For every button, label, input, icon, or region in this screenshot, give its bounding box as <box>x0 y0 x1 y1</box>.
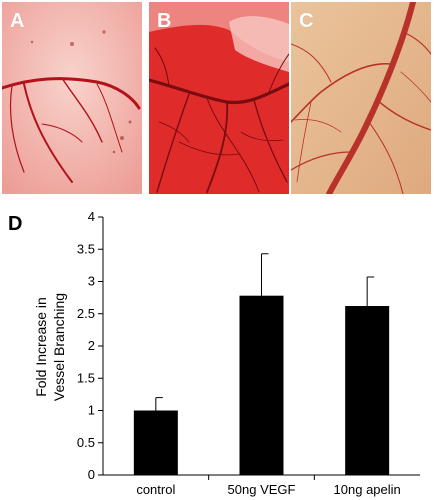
panel-letter-c: C <box>299 10 314 32</box>
x-tick-label: 50ng VEGF <box>228 482 296 497</box>
y-tick-label: 4 <box>88 209 95 224</box>
panel-a-image <box>2 2 142 194</box>
y-axis-label-line-1: Fold Increase in <box>33 297 49 397</box>
bar-chart: D Fold Increase in Vessel Branching 0 0.5… <box>8 209 420 497</box>
bar <box>345 306 390 475</box>
x-tick-label: control <box>136 482 175 497</box>
y-tick-label: 1 <box>88 403 95 418</box>
y-tick-label: 3.5 <box>77 241 95 256</box>
bars <box>133 253 390 475</box>
bar <box>133 410 178 475</box>
panel-b-image <box>149 2 289 194</box>
bar <box>239 295 284 475</box>
photo-panel-apelin: C <box>291 2 431 194</box>
panel-letter-a: A <box>10 10 25 32</box>
panel-c-image <box>291 2 431 194</box>
y-tick-label: 1.5 <box>77 370 95 385</box>
y-axis-label: Fold Increase in Vessel Branching <box>33 293 67 401</box>
y-tick-label: 2.5 <box>77 306 95 321</box>
panel-letter-d: D <box>8 213 22 235</box>
x-axis: control 50ng VEGF 10ng apelin <box>103 474 420 497</box>
y-tick-label: 3 <box>88 274 95 289</box>
y-tick-label: 0 <box>88 467 95 482</box>
photo-panel-control: A <box>2 2 142 194</box>
y-tick-label: 0.5 <box>77 435 95 450</box>
y-axis: 0 0.5 1 1.5 2 2.5 3 3.5 4 <box>77 209 104 482</box>
y-axis-label-line-2: Vessel Branching <box>51 293 67 401</box>
panel-letter-b: B <box>157 10 172 32</box>
y-tick-label: 2 <box>88 338 95 353</box>
x-tick-label: 10ng apelin <box>334 482 401 497</box>
photo-panel-vegf: B <box>149 2 289 194</box>
